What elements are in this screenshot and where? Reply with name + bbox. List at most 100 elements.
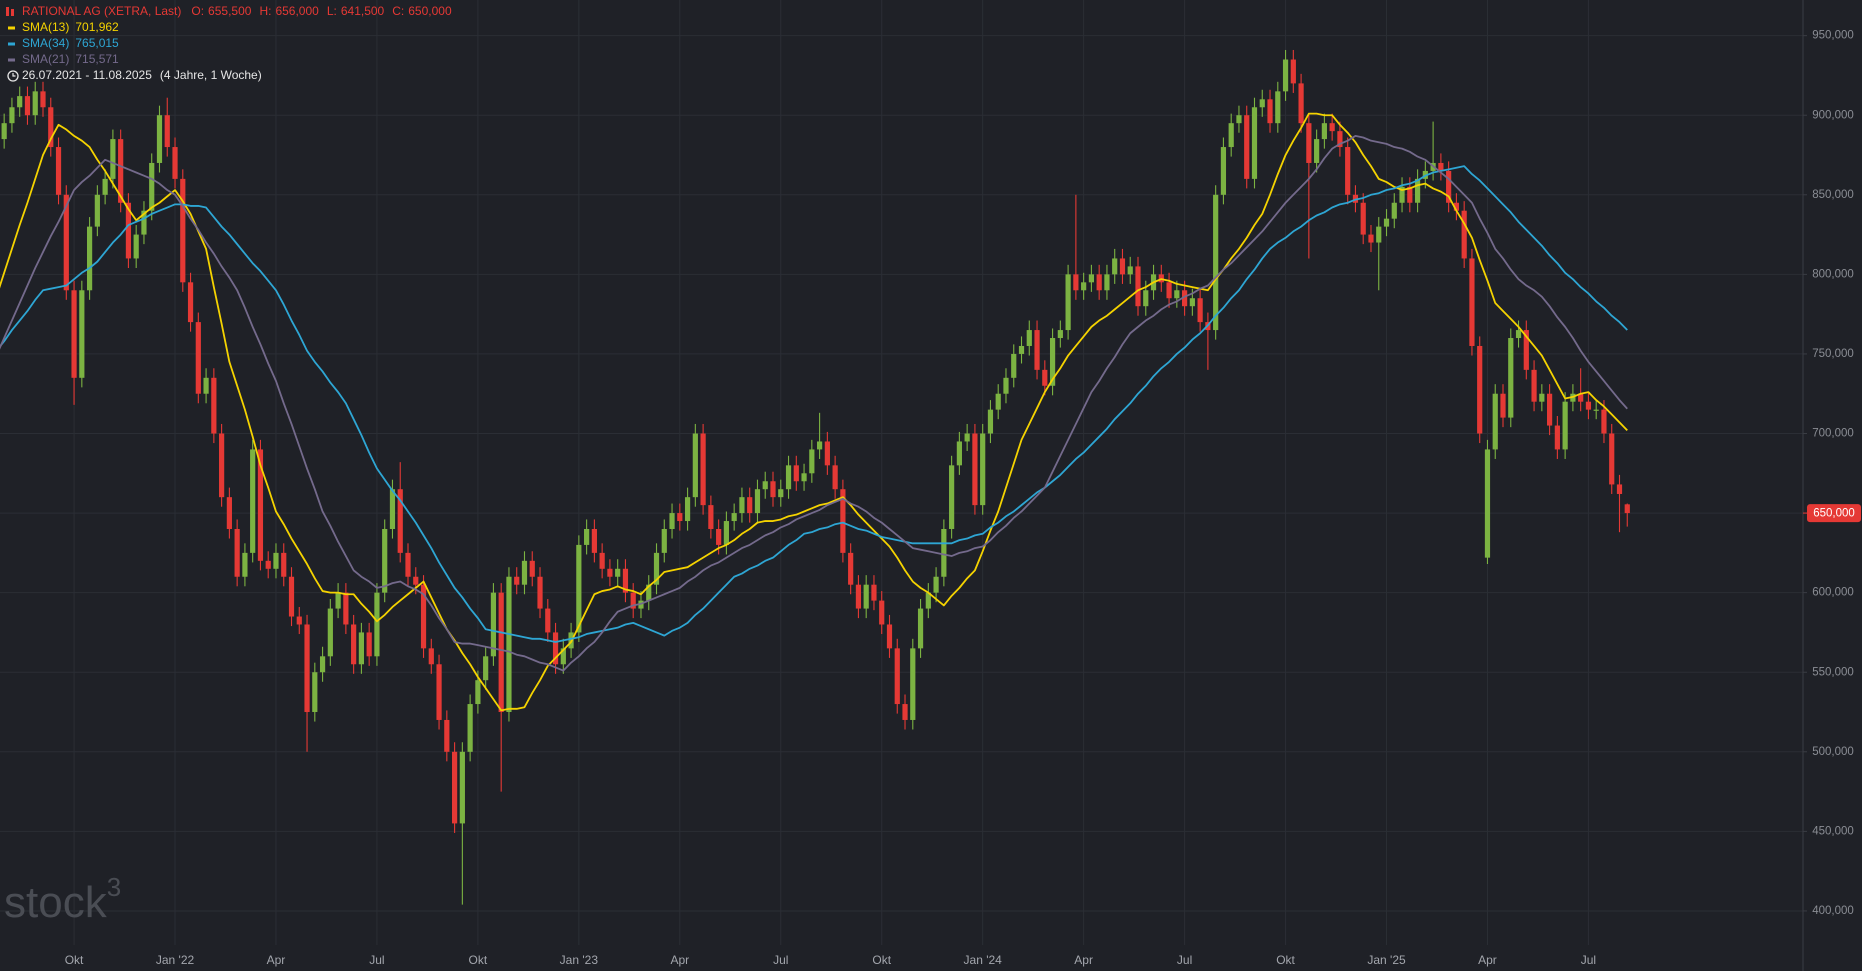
grid [0, 0, 1803, 945]
candle-body [1360, 202, 1366, 235]
candle-body [607, 568, 613, 577]
candle-body [1026, 330, 1032, 346]
candle-body [17, 96, 23, 108]
candle-body [102, 178, 108, 195]
candle-body [692, 433, 698, 498]
candle-body [1523, 330, 1529, 370]
ohlc-key: O: [191, 4, 204, 18]
candle-body [1609, 433, 1615, 485]
ohlc-value: 656,000 [275, 4, 319, 18]
candle-body [413, 576, 419, 585]
candle-body [917, 608, 924, 649]
y-tick-label: 750,000 [1812, 348, 1854, 360]
sma-line [0, 165, 1628, 643]
candle-body [1275, 91, 1281, 124]
candle-body [785, 465, 792, 490]
candle-body [964, 433, 970, 442]
symbol-icon [11, 9, 14, 16]
legend-entry: SMA(13) 701,962 [22, 20, 119, 34]
candle-body [739, 497, 745, 514]
candle-body [529, 560, 535, 577]
candle-body [296, 616, 302, 625]
symbol-name: RATIONAL AG (XETRA, Last) [22, 4, 181, 18]
candle-body [195, 322, 201, 394]
candle-body [219, 433, 225, 498]
candle-body [1003, 377, 1009, 394]
candle-body [1321, 123, 1327, 140]
candle-body [1018, 345, 1025, 354]
y-tick-label: 450,000 [1812, 825, 1854, 837]
candle-body [319, 656, 326, 673]
y-tick-label: 950,000 [1812, 30, 1854, 42]
candle-body [1446, 170, 1452, 203]
candle-body [1337, 131, 1343, 148]
x-tick-label: Apr [670, 953, 689, 967]
candle-body [1624, 504, 1630, 514]
candle-body [110, 139, 116, 179]
watermark-sup: 3 [107, 872, 121, 902]
candle-body [226, 497, 232, 529]
candle-body [506, 576, 512, 713]
candle-body [1057, 330, 1063, 339]
candle-body [1042, 369, 1048, 386]
candle-body [552, 632, 559, 665]
candle-body [1088, 274, 1095, 283]
candle-body [956, 441, 962, 466]
candle-body [1034, 330, 1040, 370]
candle-body [1477, 345, 1483, 434]
candle-body [902, 704, 908, 720]
candle-body [894, 648, 900, 705]
candle-body [133, 234, 139, 259]
candle-body [1298, 83, 1304, 124]
candle-body [1376, 226, 1382, 243]
candle-body [661, 528, 667, 553]
candle-body [615, 568, 621, 577]
candle-body [754, 489, 761, 514]
candle-body [949, 465, 955, 529]
symbol-icon [6, 7, 9, 16]
candle-body [234, 528, 240, 577]
candle-body [537, 576, 543, 609]
legend-swatch [8, 42, 15, 46]
candle-body [669, 513, 675, 529]
candle-body [1236, 115, 1242, 124]
y-tick-label: 700,000 [1812, 428, 1854, 440]
candle-body [747, 497, 753, 514]
candle-body [172, 147, 178, 179]
candle-body [1290, 59, 1296, 84]
x-tick-label: Apr [267, 953, 286, 967]
candle-body [521, 560, 528, 585]
candle-body [793, 465, 799, 482]
candle-body [941, 528, 947, 577]
candle-body [560, 648, 566, 665]
candle-body [910, 648, 916, 720]
y-tick-label: 550,000 [1812, 666, 1854, 678]
candle-body [203, 377, 209, 394]
x-tick-label: Jul [1581, 953, 1596, 967]
candle-body [1, 123, 7, 140]
candle-body [141, 210, 147, 235]
legend: RATIONAL AG (XETRA, Last) O: 655,500 H: 656,… [6, 4, 452, 82]
candle-body [1601, 409, 1607, 434]
candle-body [156, 115, 163, 163]
candle-body [382, 528, 388, 593]
candle-body [1383, 218, 1390, 227]
candle-body [1461, 210, 1467, 259]
candle-body [1391, 202, 1397, 219]
candle-body [1267, 99, 1273, 124]
candle-body [1562, 401, 1568, 450]
candle-body [1181, 290, 1188, 307]
legend-value: 701,962 [75, 20, 119, 34]
candle-body [1484, 449, 1491, 558]
ohlc-value: 650,000 [408, 4, 452, 18]
y-tick-label: 850,000 [1812, 189, 1854, 201]
candle-body [444, 719, 450, 752]
last-price-label: 650,000 [1813, 508, 1855, 520]
candle-body [94, 194, 100, 227]
candle-body [1189, 298, 1195, 307]
candle-body [358, 632, 365, 665]
candle-body [1314, 139, 1320, 163]
candle-body [405, 552, 411, 577]
candle-body [576, 544, 582, 633]
x-tick-label: Jan '22 [156, 953, 195, 967]
